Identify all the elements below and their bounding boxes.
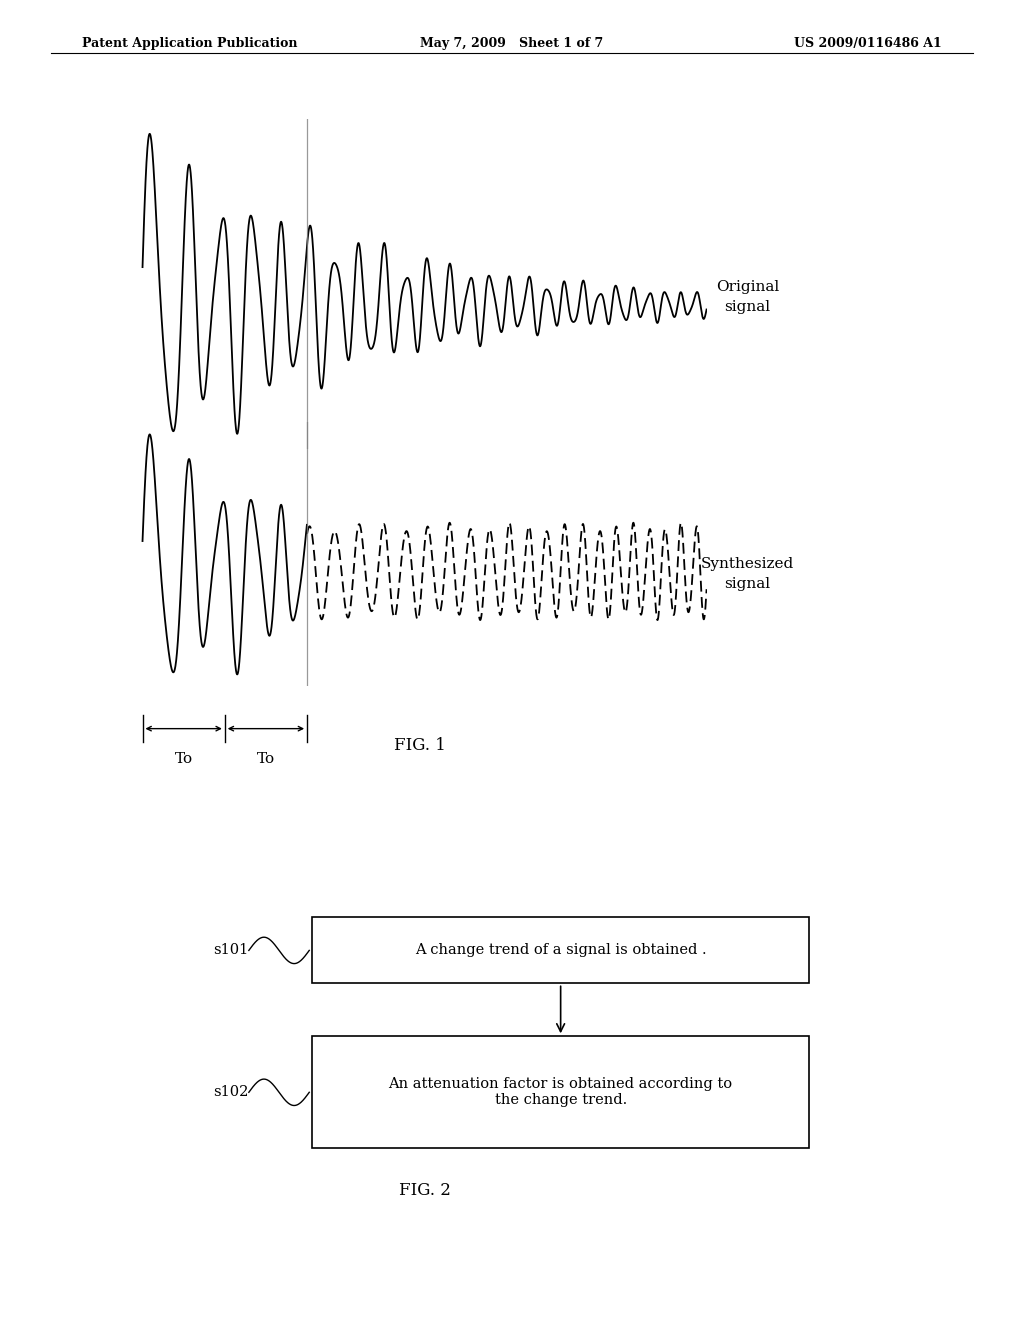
Text: An attenuation factor is obtained according to
the change trend.: An attenuation factor is obtained accord… (388, 1077, 733, 1107)
Text: FIG. 1: FIG. 1 (394, 738, 445, 754)
Text: FIG. 2: FIG. 2 (399, 1183, 451, 1199)
Text: To: To (174, 752, 193, 767)
Text: US 2009/0116486 A1: US 2009/0116486 A1 (795, 37, 942, 50)
Text: A change trend of a signal is obtained .: A change trend of a signal is obtained . (415, 944, 707, 957)
Text: May 7, 2009   Sheet 1 of 7: May 7, 2009 Sheet 1 of 7 (421, 37, 603, 50)
Text: To: To (257, 752, 275, 767)
Text: Patent Application Publication: Patent Application Publication (82, 37, 297, 50)
Text: Synthesized
signal: Synthesized signal (700, 557, 795, 591)
Text: s102: s102 (213, 1085, 248, 1100)
Text: Original
signal: Original signal (716, 280, 779, 314)
Text: s101: s101 (213, 944, 248, 957)
